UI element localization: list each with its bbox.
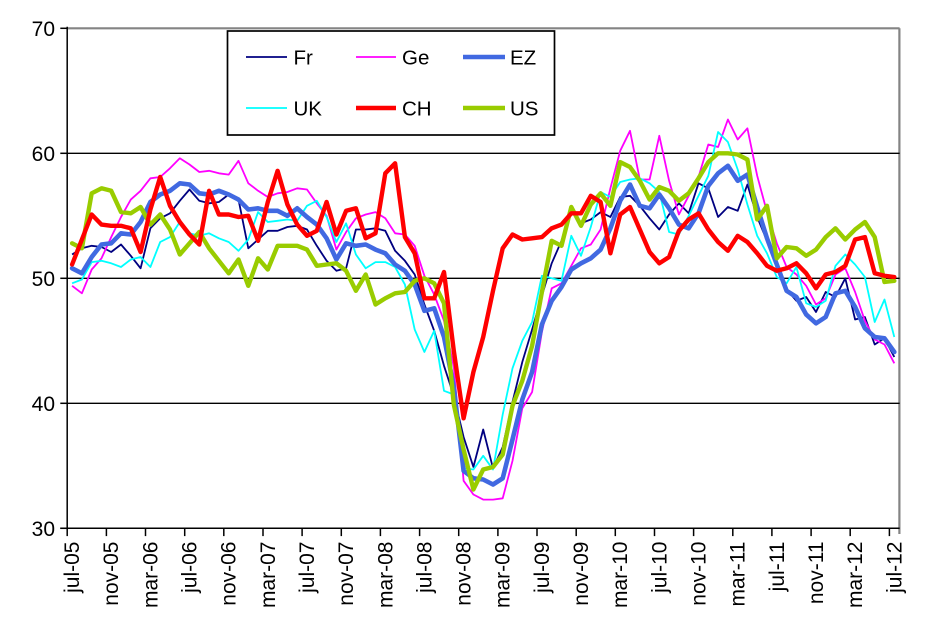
svg-text:nov-05: nov-05 <box>100 542 123 606</box>
svg-text:mar-08: mar-08 <box>374 542 397 609</box>
svg-text:UK: UK <box>294 98 323 121</box>
svg-text:30: 30 <box>32 518 55 541</box>
svg-text:nov-06: nov-06 <box>218 542 241 606</box>
svg-text:50: 50 <box>32 268 55 291</box>
svg-text:mar-09: mar-09 <box>492 542 515 609</box>
svg-text:nov-08: nov-08 <box>453 542 476 606</box>
svg-text:40: 40 <box>32 393 55 416</box>
svg-text:Ge: Ge <box>402 47 429 70</box>
svg-text:nov-11: nov-11 <box>805 542 828 605</box>
svg-text:70: 70 <box>32 18 55 41</box>
svg-text:mar-11: mar-11 <box>727 542 750 607</box>
svg-text:jul-07: jul-07 <box>296 542 319 594</box>
svg-text:nov-09: nov-09 <box>570 542 593 606</box>
svg-text:mar-12: mar-12 <box>844 542 867 609</box>
svg-text:nov-07: nov-07 <box>335 542 358 606</box>
svg-text:jul-08: jul-08 <box>413 542 436 594</box>
svg-text:jul-06: jul-06 <box>179 542 202 594</box>
svg-text:jul-09: jul-09 <box>531 542 554 594</box>
svg-text:jul-12: jul-12 <box>883 542 906 594</box>
svg-text:mar-10: mar-10 <box>609 542 632 609</box>
svg-text:jul-11: jul-11 <box>766 542 789 593</box>
svg-text:Fr: Fr <box>294 47 314 70</box>
svg-text:US: US <box>510 98 538 121</box>
svg-text:mar-07: mar-07 <box>257 542 280 609</box>
svg-text:EZ: EZ <box>510 47 536 70</box>
svg-text:60: 60 <box>32 143 55 166</box>
svg-text:mar-06: mar-06 <box>139 542 162 609</box>
svg-text:nov-10: nov-10 <box>688 542 711 606</box>
svg-text:CH: CH <box>402 98 432 121</box>
svg-text:jul-10: jul-10 <box>648 542 671 594</box>
svg-text:jul-05: jul-05 <box>61 542 84 594</box>
